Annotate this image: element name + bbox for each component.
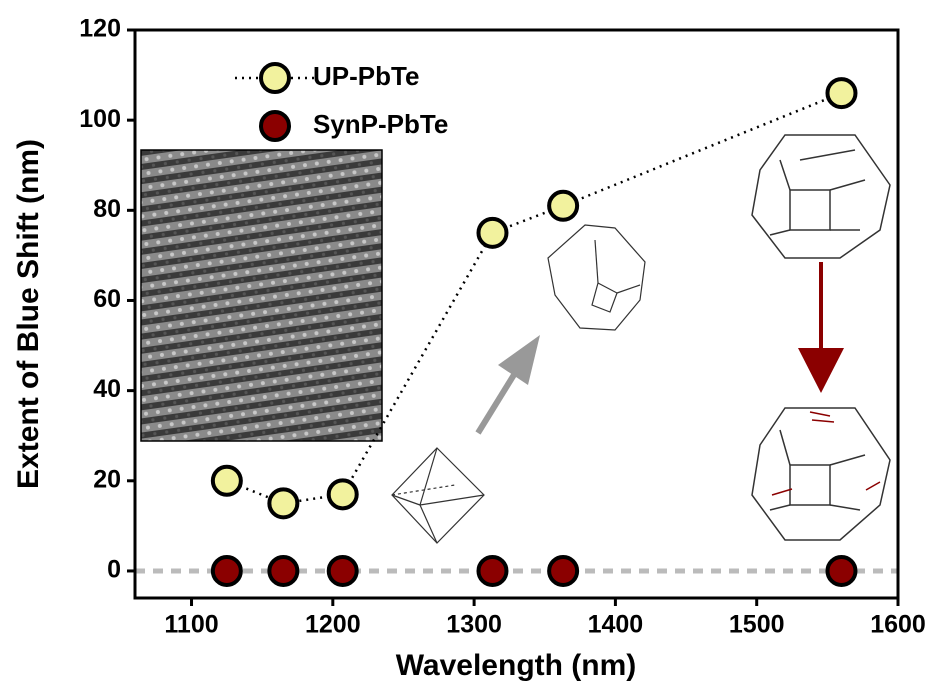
- insets: [141, 135, 890, 543]
- truncated-octahedron-small: [548, 225, 645, 330]
- data-point: [329, 480, 357, 508]
- legend-label: SynP-PbTe: [313, 109, 448, 139]
- octahedron: [392, 448, 484, 543]
- x-axis-title: Wavelength (nm): [396, 649, 637, 682]
- y-tick-label: 20: [93, 465, 121, 493]
- data-point: [269, 489, 297, 517]
- data-point: [549, 192, 577, 220]
- legend-label: UP-PbTe: [313, 61, 419, 91]
- data-point: [213, 557, 241, 585]
- y-tick-label: 60: [93, 285, 121, 313]
- chart: Wavelength (nm) Extent of Blue Shift (nm…: [0, 0, 929, 688]
- y-tick-label: 80: [93, 195, 121, 223]
- x-tick-label: 1500: [729, 611, 785, 639]
- tem-image: [141, 150, 382, 441]
- data-point: [329, 557, 357, 585]
- y-tick-label: 120: [79, 15, 121, 43]
- legend-marker: [261, 64, 289, 92]
- data-point: [827, 79, 855, 107]
- y-tick-label: 100: [79, 105, 121, 133]
- data-point: [478, 219, 506, 247]
- x-tick-label: 1200: [305, 611, 361, 639]
- y-tick-label: 0: [107, 556, 121, 584]
- x-tick-label: 1400: [588, 611, 644, 639]
- data-point: [478, 557, 506, 585]
- y-tick-label: 40: [93, 375, 121, 403]
- data-point: [269, 557, 297, 585]
- data-point: [827, 557, 855, 585]
- truncated-octahedron-top: [752, 135, 890, 258]
- x-tick-label: 1300: [446, 611, 502, 639]
- truncated-octahedron-bottom: [752, 408, 890, 540]
- x-tick-label: 1600: [870, 611, 926, 639]
- data-point: [549, 557, 577, 585]
- y-axis-title: Extent of Blue Shift (nm): [12, 139, 45, 489]
- legend-marker: [261, 112, 289, 140]
- data-point: [213, 467, 241, 495]
- x-tick-label: 1100: [164, 611, 218, 639]
